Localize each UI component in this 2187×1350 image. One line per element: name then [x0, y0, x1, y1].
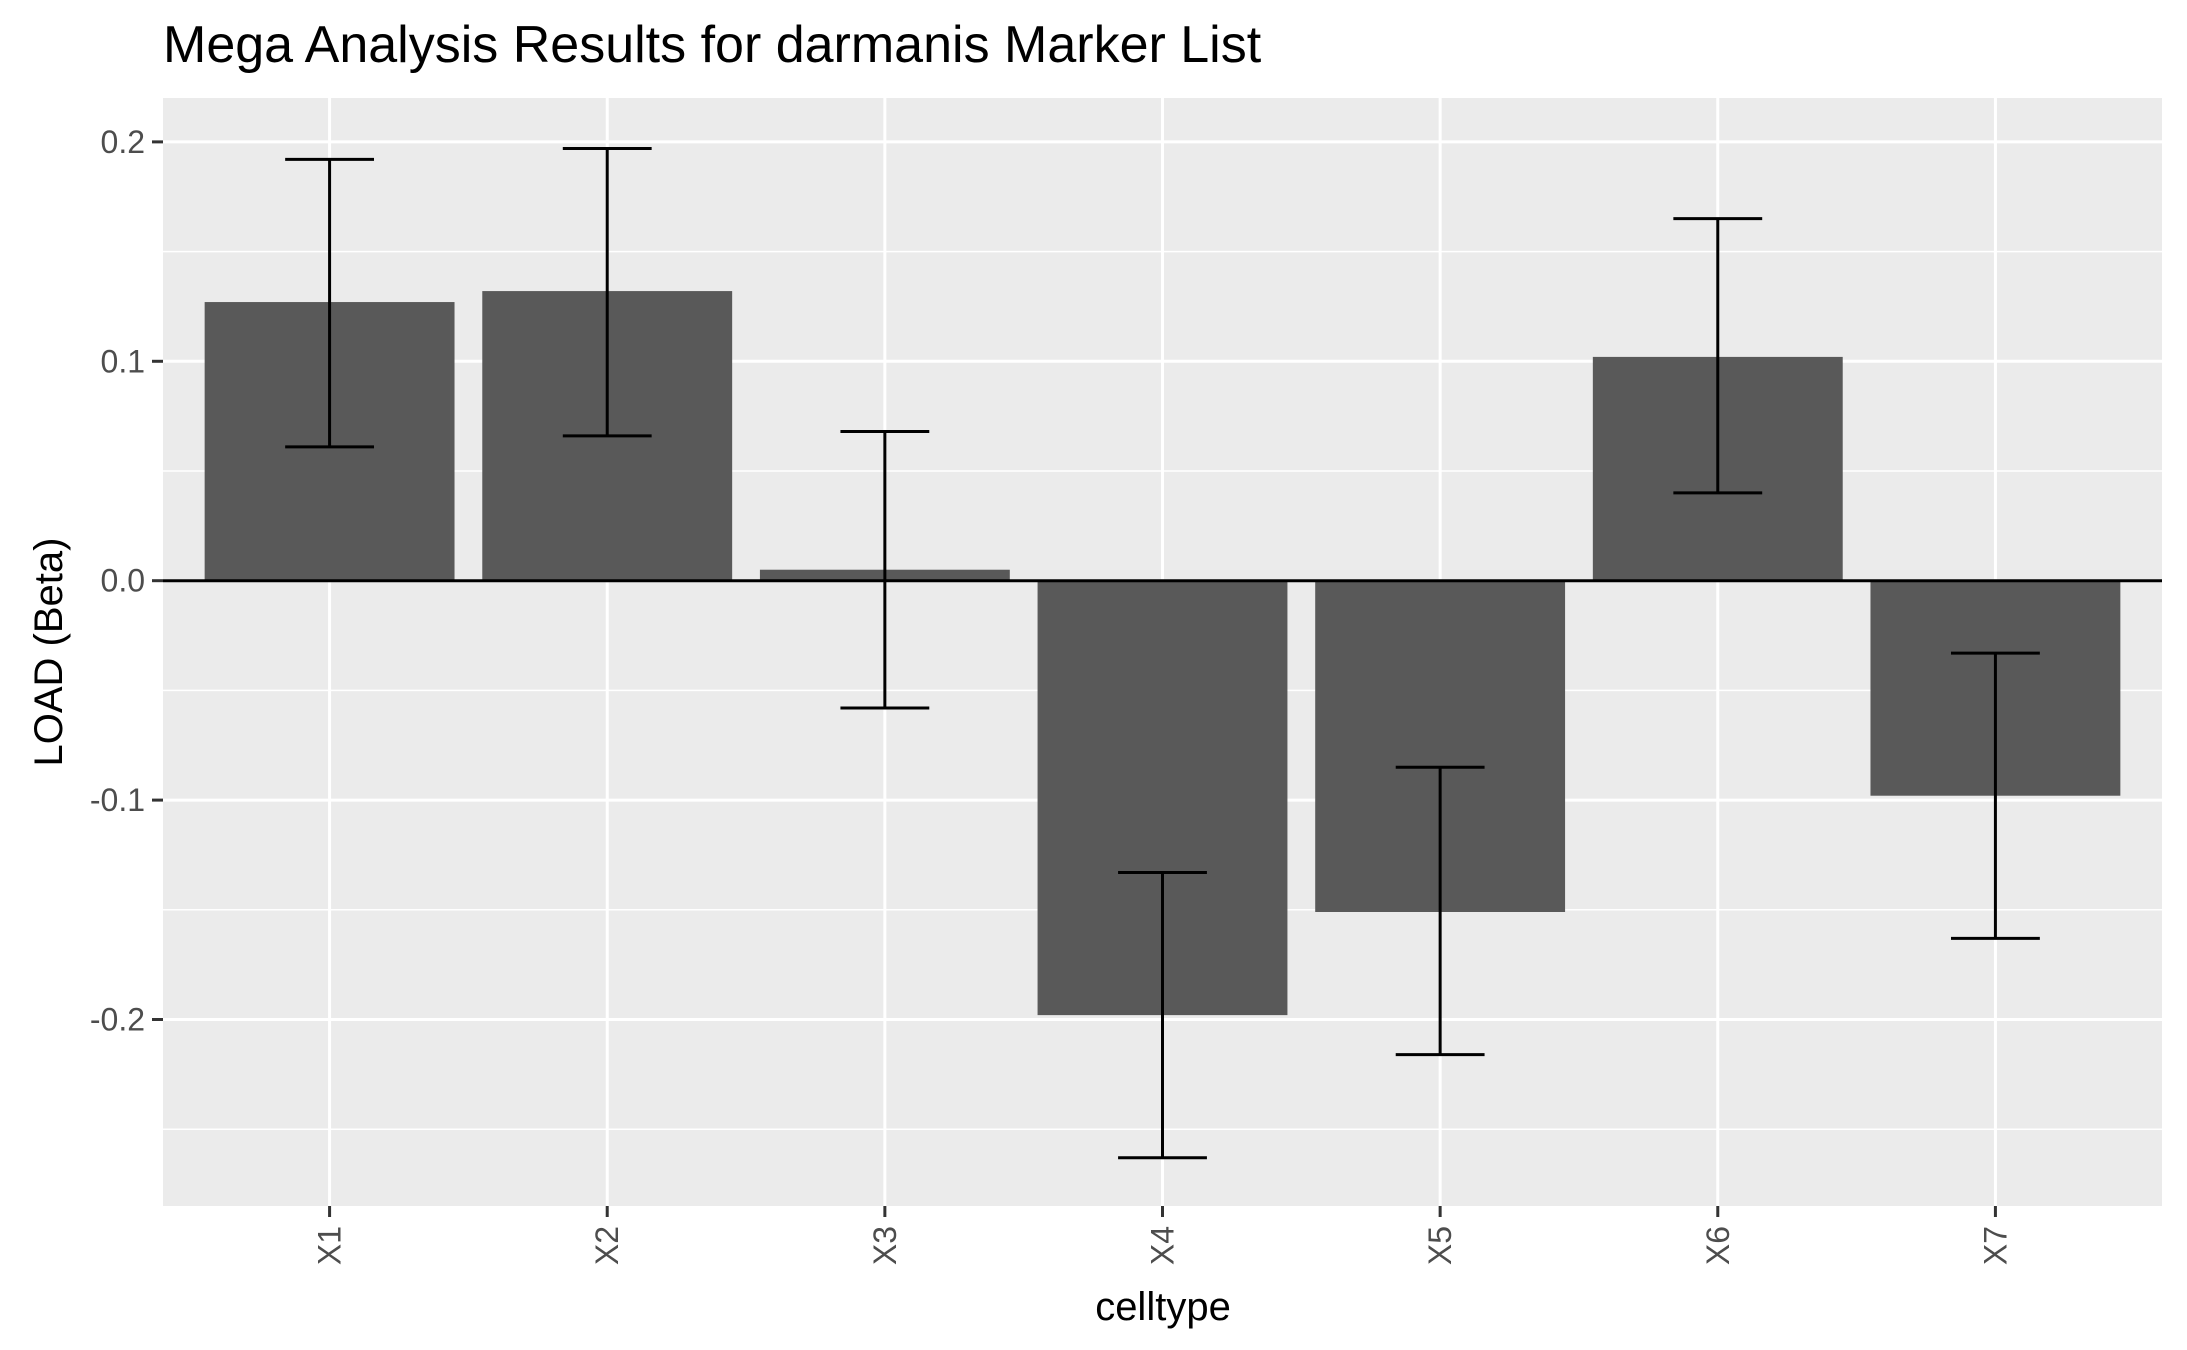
chart-title: Mega Analysis Results for darmanis Marke…: [163, 16, 1262, 74]
y-tick-label: 0.2: [101, 124, 145, 160]
x-axis-title: celltype: [1095, 1285, 1231, 1329]
error-bar-X2: [562, 146, 652, 438]
error-bar-X3: [840, 429, 930, 710]
error-bar-X1: [285, 157, 375, 449]
x-tick-label-X1: X1: [312, 1226, 348, 1265]
x-tick-label-X7: X7: [1977, 1226, 2013, 1265]
x-tick-label-X3: X3: [867, 1226, 903, 1265]
y-tick-label: 0.0: [101, 563, 145, 599]
y-axis: -0.2 -0.1 0.0 0.1 0.2: [90, 124, 163, 1038]
x-tick-label-X4: X4: [1145, 1226, 1181, 1265]
error-bars: [285, 146, 2040, 1160]
error-bar-X7: [1950, 651, 2040, 940]
x-tick-label-X2: X2: [589, 1226, 625, 1265]
x-axis: X1 X2 X3 X4 X5 X6 X7: [312, 1206, 2013, 1265]
y-tick-label: -0.2: [90, 1002, 145, 1038]
error-bar-X5: [1395, 765, 1485, 1057]
y-tick-label: -0.1: [90, 782, 145, 818]
x-tick-label-X5: X5: [1422, 1226, 1458, 1265]
y-axis-title: LOAD (Beta): [27, 538, 71, 767]
x-tick-label-X6: X6: [1700, 1226, 1736, 1265]
error-bar-X6: [1673, 217, 1763, 495]
error-bar-X4: [1118, 871, 1207, 1160]
y-tick-label: 0.1: [101, 343, 145, 379]
